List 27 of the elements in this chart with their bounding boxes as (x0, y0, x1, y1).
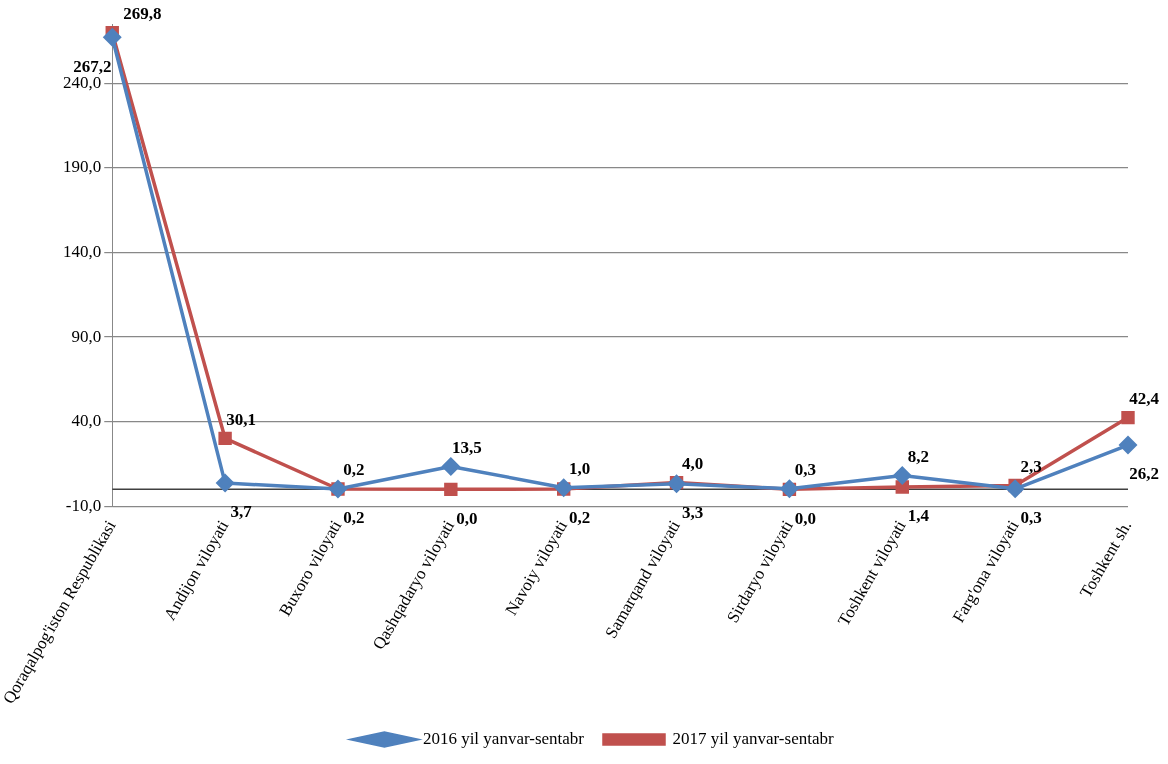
data-label: 3,3 (681, 503, 704, 523)
data-label: 0,3 (1020, 508, 1042, 528)
y-tick-label: 90,0 (71, 326, 102, 346)
data-label: 13,5 (451, 437, 482, 457)
data-label: 30,1 (226, 409, 256, 429)
legend-label: 2017 yil yanvar-sentabr (672, 728, 834, 748)
data-label: 0,3 (794, 460, 817, 480)
data-label: 2,3 (1020, 456, 1042, 476)
data-label: 269,8 (123, 4, 162, 24)
y-tick-label: 190,0 (63, 157, 102, 177)
data-label: 267,2 (73, 56, 112, 76)
data-label: 0,0 (794, 508, 817, 528)
y-tick-label: 40,0 (71, 411, 102, 431)
data-label: 1,4 (907, 506, 930, 526)
y-tick-label: 140,0 (63, 241, 102, 261)
legend-label: 2016 yil yanvar-sentabr (422, 728, 585, 748)
data-label: 0,2 (343, 460, 365, 480)
data-label: 1,0 (569, 459, 591, 479)
data-label: 0,2 (343, 508, 365, 528)
data-label: 8,2 (907, 446, 929, 466)
data-label: 0,2 (569, 508, 591, 528)
data-label: 26,2 (1129, 464, 1159, 484)
data-label: 4,0 (681, 453, 704, 473)
y-tick-label: -10,0 (65, 495, 102, 515)
data-label: 3,7 (230, 502, 253, 522)
data-label: 0,0 (456, 508, 478, 528)
data-label: 42,4 (1129, 388, 1160, 408)
